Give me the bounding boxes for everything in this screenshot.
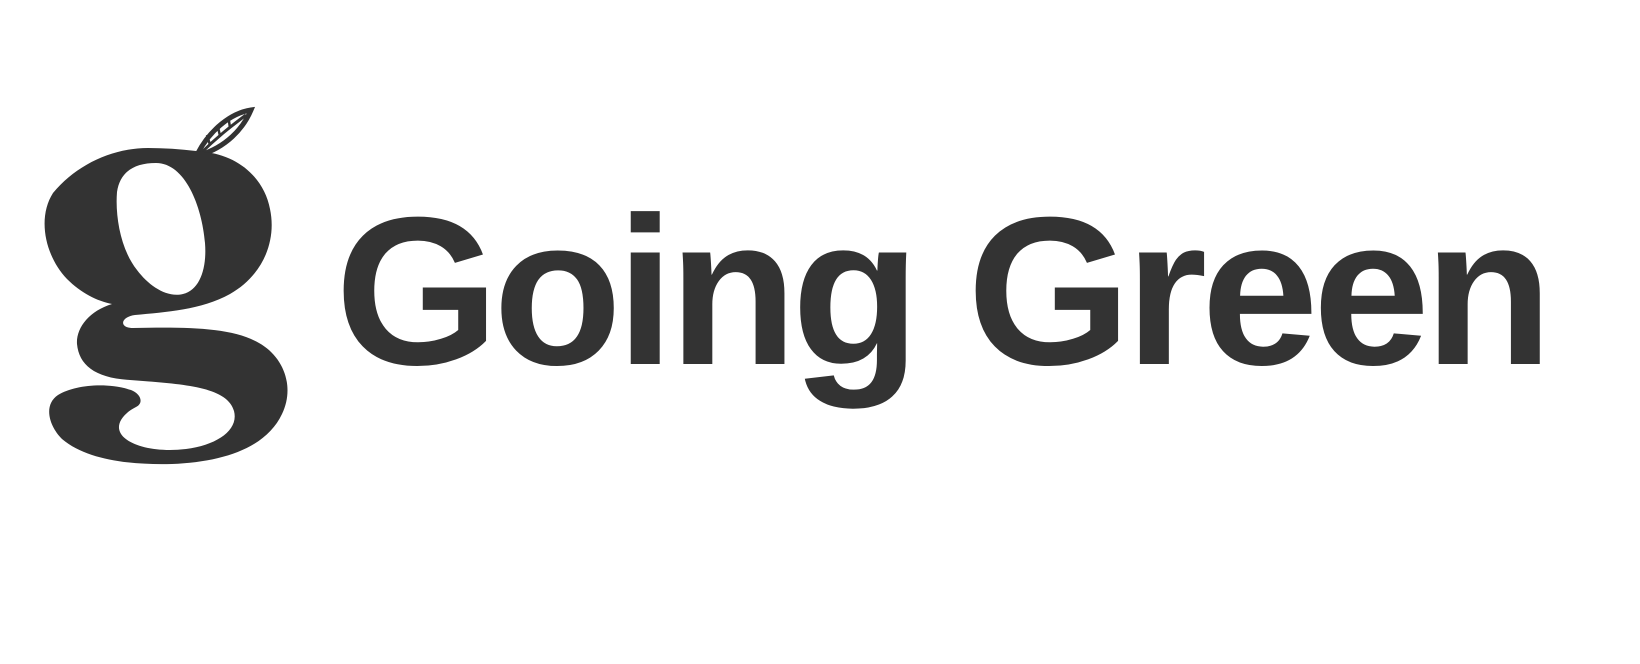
logo-g-leaf-icon [44,106,288,465]
logo-g-letterform [44,148,288,465]
leaf-icon [193,106,256,168]
brand-wordmark: Going Green [335,173,1553,409]
